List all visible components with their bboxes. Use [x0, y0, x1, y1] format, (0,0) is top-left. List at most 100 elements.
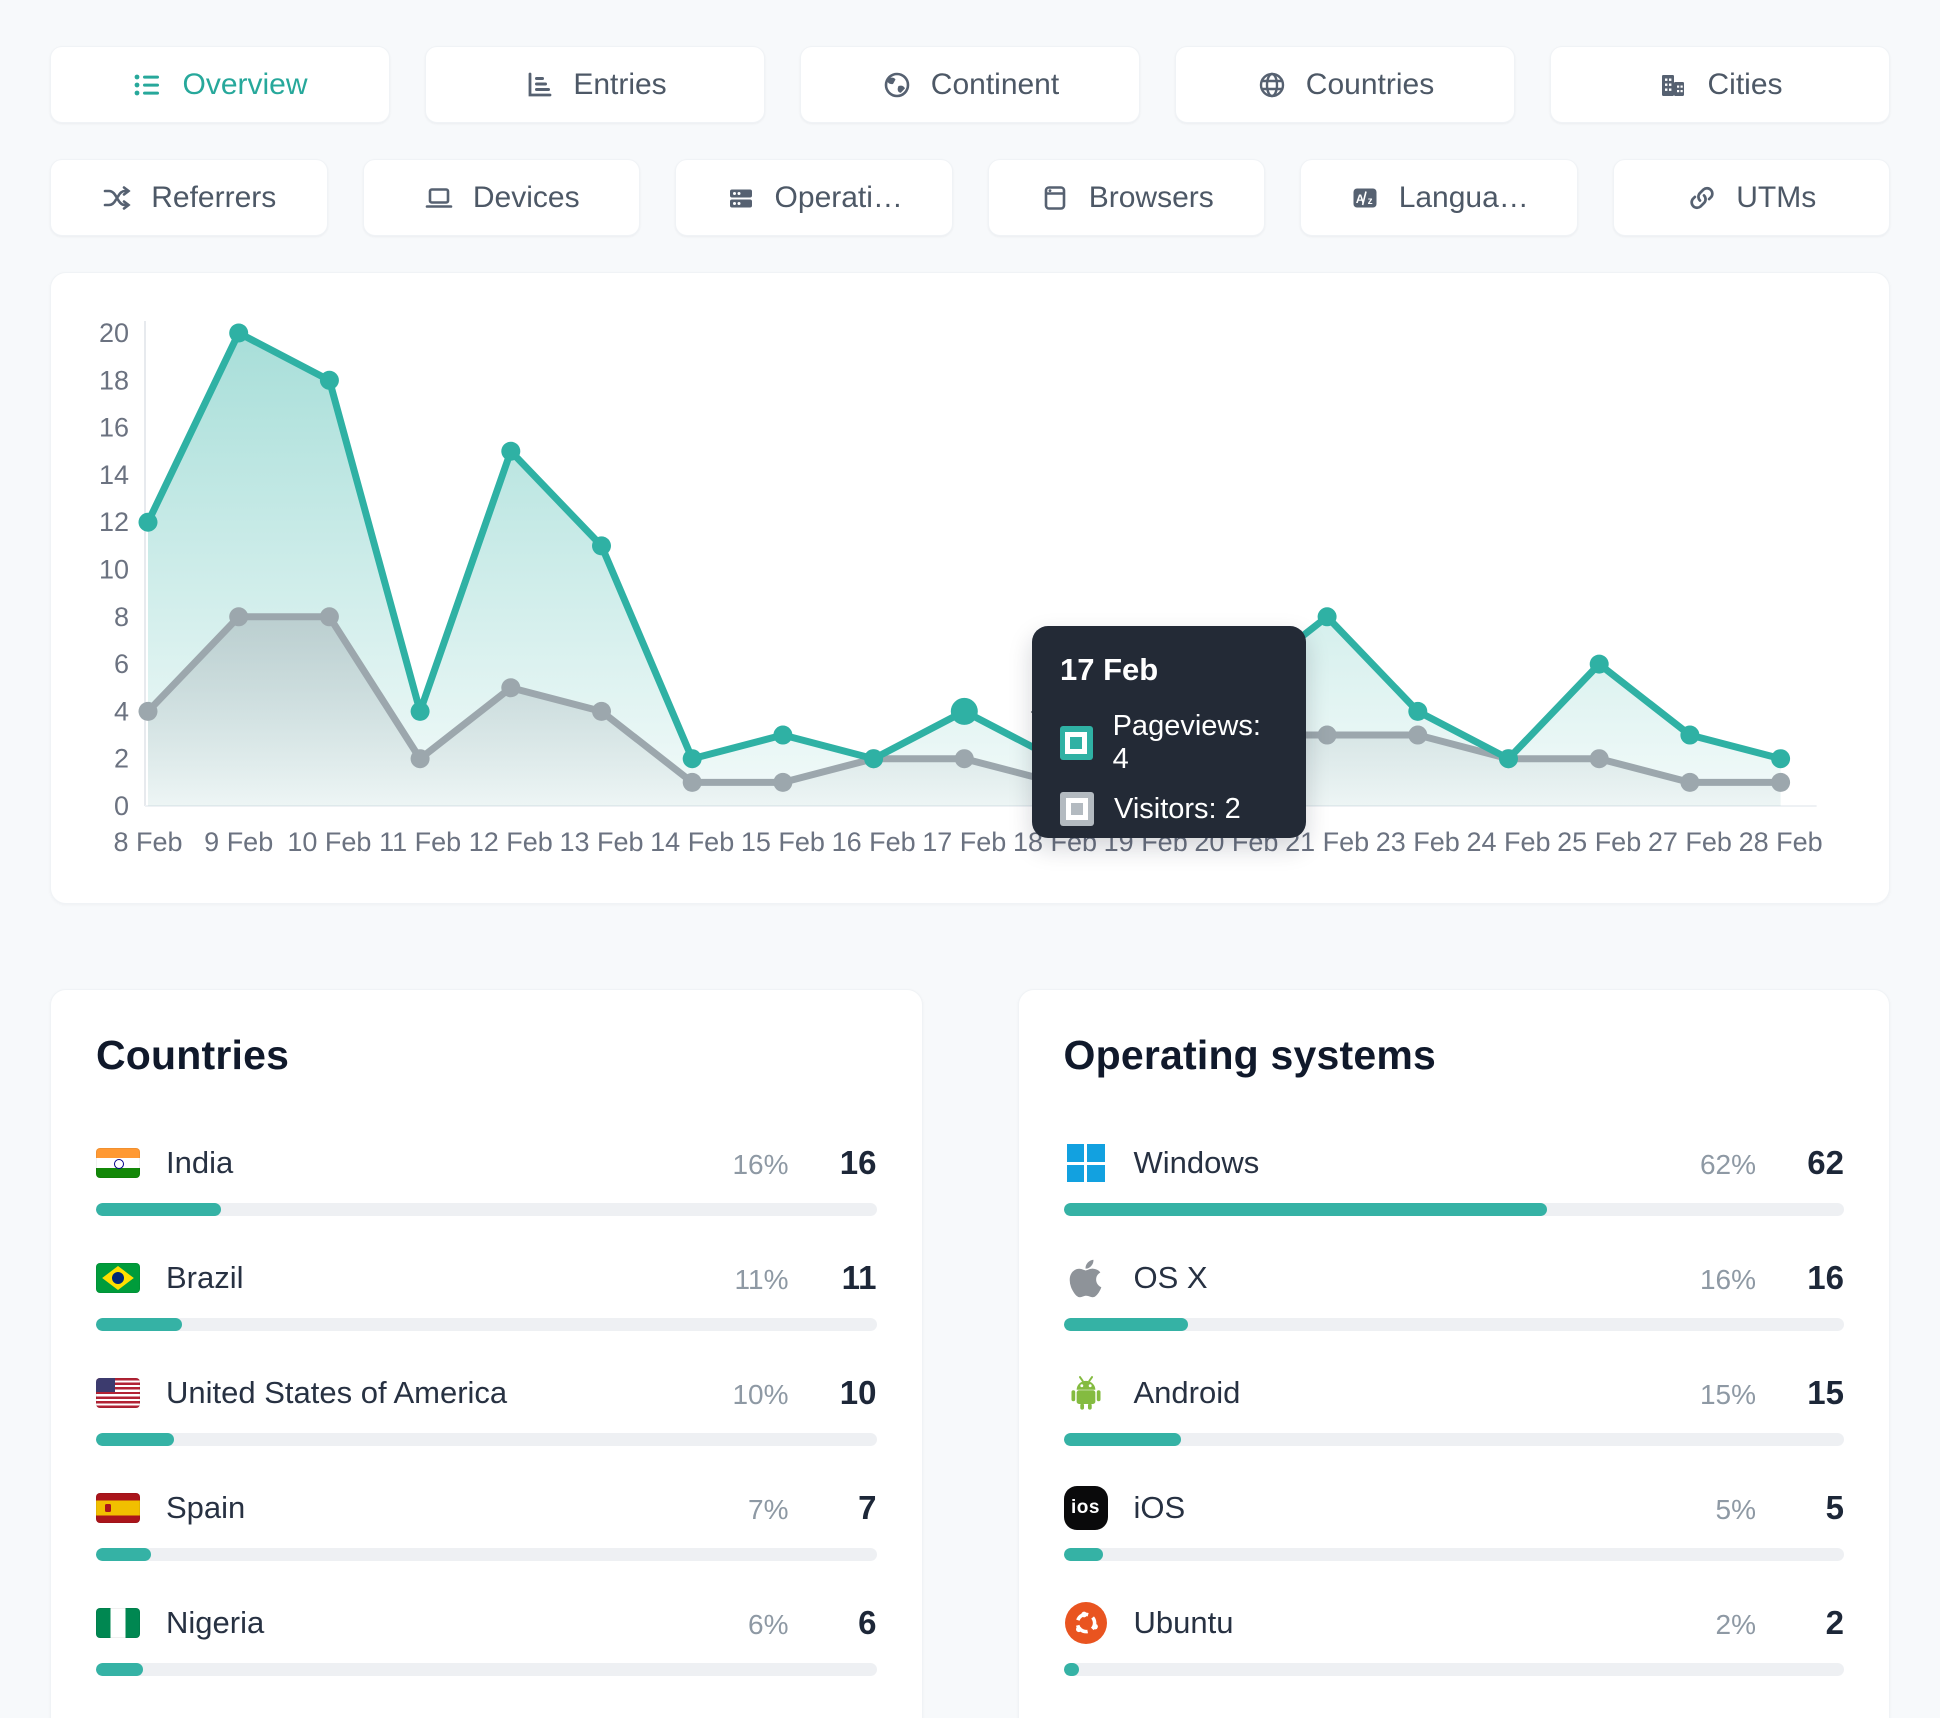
list-item[interactable]: OS X 16% 16: [1063, 1256, 1844, 1331]
windows-logo: [1064, 1141, 1108, 1185]
os-percent: 62%: [1699, 1149, 1756, 1180]
tab-entries[interactable]: Entries: [425, 46, 765, 123]
tab-label: Browsers: [1088, 180, 1214, 214]
progress-track: [96, 1433, 877, 1446]
svg-text:17 Feb: 17 Feb: [922, 827, 1006, 857]
svg-text:10: 10: [99, 555, 129, 585]
tooltip-pageviews-row: Pageviews: 4: [1060, 710, 1278, 776]
progress-fill: [1063, 1663, 1080, 1676]
spain-flag: [96, 1486, 140, 1530]
svg-text:25 Feb: 25 Feb: [1557, 827, 1641, 857]
traffic-area-chart[interactable]: 0 2 4 6 8 10 12 14 16 18 20 8 Feb 9 Feb 10 Feb 11 Feb 1…: [51, 273, 1889, 903]
country-count: 16: [839, 1144, 877, 1181]
list-item[interactable]: ios iOS 5% 5: [1063, 1486, 1844, 1561]
progress-track: [1063, 1318, 1844, 1331]
pageviews-swatch: [1060, 726, 1093, 760]
svg-text:15 Feb: 15 Feb: [741, 827, 825, 857]
tab-cities[interactable]: Cities: [1550, 46, 1890, 123]
progress-fill: [96, 1548, 151, 1561]
country-percent: 11%: [734, 1264, 789, 1295]
list-item[interactable]: India 16% 16: [96, 1141, 877, 1216]
country-percent: 16%: [732, 1149, 789, 1180]
server-icon: [725, 182, 757, 214]
progress-fill: [96, 1203, 221, 1216]
os-percent: 15%: [1699, 1379, 1756, 1410]
traffic-chart-card[interactable]: 0 2 4 6 8 10 12 14 16 18 20 8 Feb 9 Feb 10 Feb 11 Feb 1…: [50, 272, 1890, 904]
tab-overview[interactable]: Overview: [50, 46, 390, 123]
svg-text:z: z: [1367, 196, 1372, 207]
svg-text:12: 12: [99, 507, 129, 537]
countries-panel-title: Countries: [96, 1032, 290, 1078]
apple-logo: [1064, 1256, 1108, 1300]
tab-label: Continent: [930, 67, 1060, 101]
svg-text:0: 0: [114, 791, 129, 821]
tooltip-date: 17 Feb: [1060, 652, 1159, 687]
tab-label: Referrers: [151, 180, 277, 214]
list-item[interactable]: Windows 62% 62: [1063, 1141, 1844, 1216]
progress-fill: [1063, 1318, 1189, 1331]
os-name: Ubuntu: [1133, 1605, 1234, 1640]
os-percent: 5%: [1715, 1494, 1756, 1525]
svg-text:16: 16: [99, 413, 129, 443]
progress-fill: [1063, 1433, 1181, 1446]
tooltip-pageviews-value: Pageviews: 4: [1112, 710, 1261, 775]
country-name: Spain: [166, 1490, 246, 1525]
svg-text:12 Feb: 12 Feb: [469, 827, 553, 857]
progress-track: [1063, 1663, 1844, 1676]
list-item[interactable]: United States of America 10% 10: [96, 1371, 877, 1446]
tooltip-visitors-value: Visitors: 2: [1114, 792, 1241, 825]
os-count: 62: [1807, 1144, 1844, 1181]
tab-label: UTMs: [1736, 180, 1817, 214]
operating-systems-panel: Operating systems Windows 62% 62 OS X 16%…: [1017, 989, 1890, 1718]
tooltip-visitors-row: Visitors: 2: [1060, 792, 1278, 826]
progress-track: [1063, 1203, 1844, 1216]
tab-referrers[interactable]: Referrers: [50, 159, 328, 236]
tab-utms[interactable]: UTMs: [1612, 159, 1890, 236]
tab-devices[interactable]: Devices: [362, 159, 640, 236]
tab-label: Cities: [1707, 67, 1783, 101]
tab-operating-systems[interactable]: Operati…: [675, 159, 953, 236]
progress-track: [96, 1203, 877, 1216]
list-item[interactable]: Spain 7% 7: [96, 1486, 877, 1561]
progress-track: [96, 1318, 877, 1331]
os-name: iOS: [1133, 1490, 1186, 1525]
nigeria-flag: [96, 1601, 140, 1645]
svg-text:18: 18: [99, 365, 129, 395]
progress-fill: [96, 1433, 175, 1446]
progress-track: [96, 1548, 877, 1561]
chart-tooltip: 17 Feb Pageviews: 4 Visitors: 2: [1031, 626, 1306, 838]
svg-text:2: 2: [114, 744, 129, 774]
svg-text:6: 6: [114, 649, 129, 679]
brazil-flag: [96, 1256, 140, 1300]
india-flag: [96, 1141, 140, 1185]
os-name: OS X: [1133, 1260, 1208, 1295]
list-item[interactable]: Nigeria 6% 6: [96, 1601, 877, 1676]
country-count: 11: [841, 1259, 877, 1296]
tab-label: Entries: [573, 67, 667, 101]
svg-text:24 Feb: 24 Feb: [1466, 827, 1550, 857]
svg-text:14 Feb: 14 Feb: [650, 827, 734, 857]
progress-fill: [96, 1318, 182, 1331]
svg-text:13 Feb: 13 Feb: [559, 827, 643, 857]
svg-text:23 Feb: 23 Feb: [1376, 827, 1460, 857]
svg-text:4: 4: [114, 696, 129, 726]
tab-continent[interactable]: Continent: [800, 46, 1140, 123]
tab-browsers[interactable]: Browsers: [987, 159, 1265, 236]
ubuntu-logo: [1064, 1601, 1108, 1645]
svg-text:11 Feb: 11 Feb: [379, 827, 461, 857]
country-count: 10: [839, 1374, 877, 1411]
os-count: 16: [1807, 1259, 1844, 1296]
tab-countries[interactable]: Countries: [1175, 46, 1515, 123]
shuffle-icon: [101, 182, 133, 214]
list-icon: [132, 69, 164, 101]
list-item[interactable]: Brazil 11% 11: [96, 1256, 877, 1331]
list-item[interactable]: Android 15% 15: [1063, 1371, 1844, 1446]
tab-label: Langua…: [1398, 180, 1529, 214]
list-item[interactable]: Ubuntu 2% 2: [1063, 1601, 1844, 1676]
os-count: 2: [1825, 1604, 1844, 1641]
stats-panels: Countries India 16% 16 Brazil 11% 11: [50, 989, 1890, 1718]
country-name: United States of America: [166, 1375, 508, 1410]
tab-row-primary: Overview Entries Continent Countries Cit…: [50, 46, 1890, 123]
